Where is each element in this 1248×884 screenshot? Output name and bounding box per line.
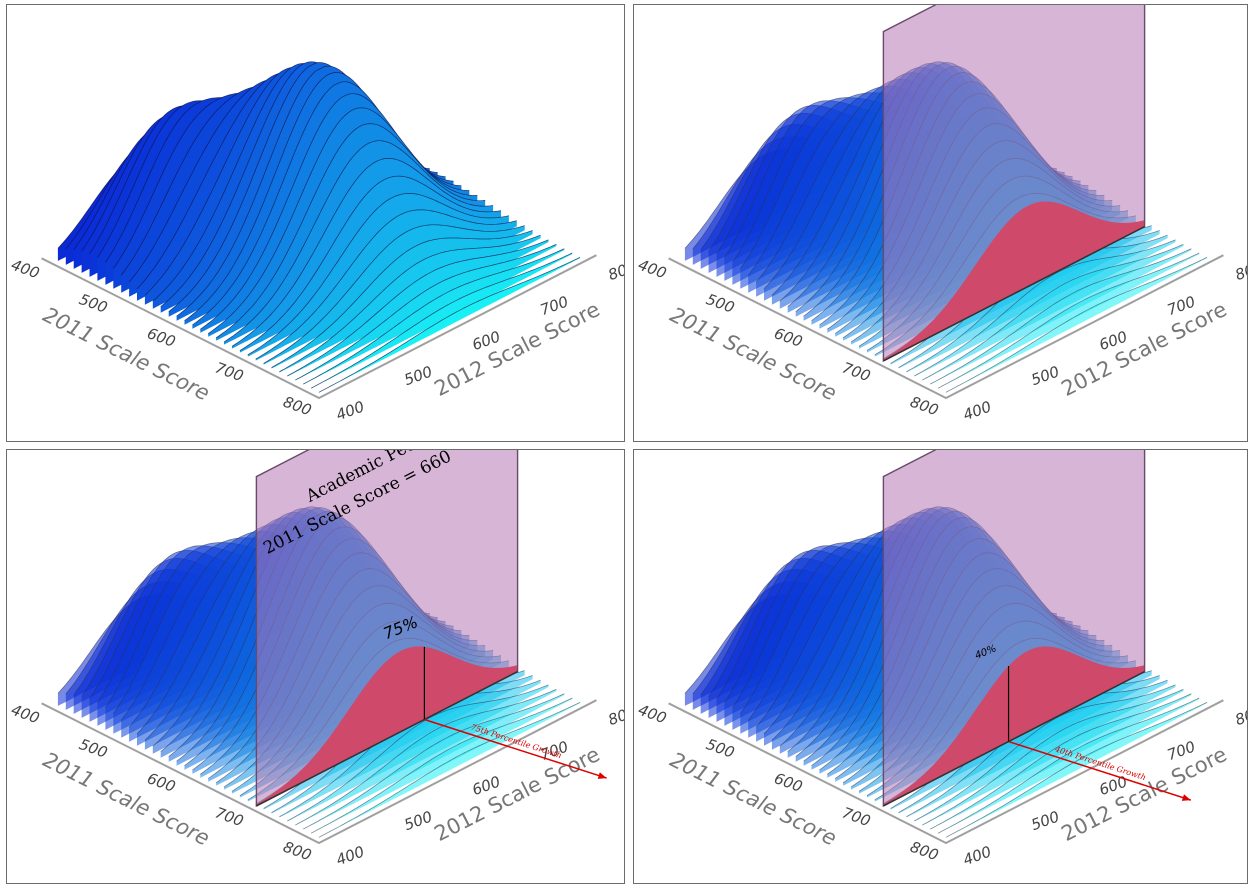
left-axis-tick: 800 xyxy=(281,393,314,420)
left-axis-tick: 400 xyxy=(9,701,42,728)
left-axis-tick: 500 xyxy=(704,735,737,762)
right-axis-tick: 500 xyxy=(402,807,435,834)
left-axis-title: 2011 Scale Score xyxy=(666,748,840,851)
left-axis-tick: 700 xyxy=(840,804,873,831)
right-axis-tick: 400 xyxy=(961,842,994,869)
panel-academic-peers-75: 400 500 600 700 800 400 500 600 700 800 2011 Scale… xyxy=(6,449,625,884)
left-axis-tick: 600 xyxy=(772,769,805,796)
left-axis-tick: 700 xyxy=(213,359,246,386)
left-axis-tick: 500 xyxy=(77,735,110,762)
left-axis-tick: 600 xyxy=(772,324,805,351)
left-axis-tick: 700 xyxy=(213,804,246,831)
left-axis-tick: 500 xyxy=(77,290,110,317)
right-axis-tick: 400 xyxy=(961,397,994,424)
left-axis-tick: 600 xyxy=(145,324,178,351)
left-axis-title: 2011 Scale Score xyxy=(666,303,840,406)
right-axis-tick: 500 xyxy=(1029,807,1062,834)
conditional-slice xyxy=(882,5,1146,363)
panel-academic-peers-40: 400 500 600 700 800 400 500 600 700 800 2011 Scale… xyxy=(633,449,1248,884)
left-axis-tick: 400 xyxy=(9,256,42,283)
left-axis-tick: 400 xyxy=(636,701,669,728)
left-axis-tick: 800 xyxy=(908,838,941,865)
left-axis-tick: 700 xyxy=(840,359,873,386)
right-axis-tick: 500 xyxy=(402,362,435,389)
left-axis-tick: 800 xyxy=(281,838,314,865)
left-axis-title: 2011 Scale Score xyxy=(39,748,213,851)
right-axis-tick: 400 xyxy=(334,842,367,869)
surface-lines xyxy=(57,61,581,393)
panel-conditional-slice: 400 500 600 700 800 400 500 600 700 800 2011 Scale… xyxy=(633,4,1248,442)
left-axis-tick: 400 xyxy=(636,256,669,283)
left-axis-tick: 600 xyxy=(145,769,178,796)
left-axis-title: 2011 Scale Score xyxy=(39,303,213,406)
left-axis-tick: 800 xyxy=(908,393,941,420)
right-axis-tick: 800 xyxy=(606,257,624,284)
right-axis-tick: 500 xyxy=(1029,362,1062,389)
percentile-arrow xyxy=(1008,740,1192,801)
right-axis-tick: 800 xyxy=(606,702,624,729)
left-axis-tick: 500 xyxy=(704,290,737,317)
right-axis-tick: 800 xyxy=(1233,702,1247,729)
panel-joint-distribution: 400 500 600 700 800 400 500 600 700 800 2011 Scale… xyxy=(6,4,625,442)
percentile-arrow xyxy=(424,718,607,779)
right-axis-tick: 800 xyxy=(1233,257,1247,284)
right-axis-tick: 400 xyxy=(334,397,367,424)
